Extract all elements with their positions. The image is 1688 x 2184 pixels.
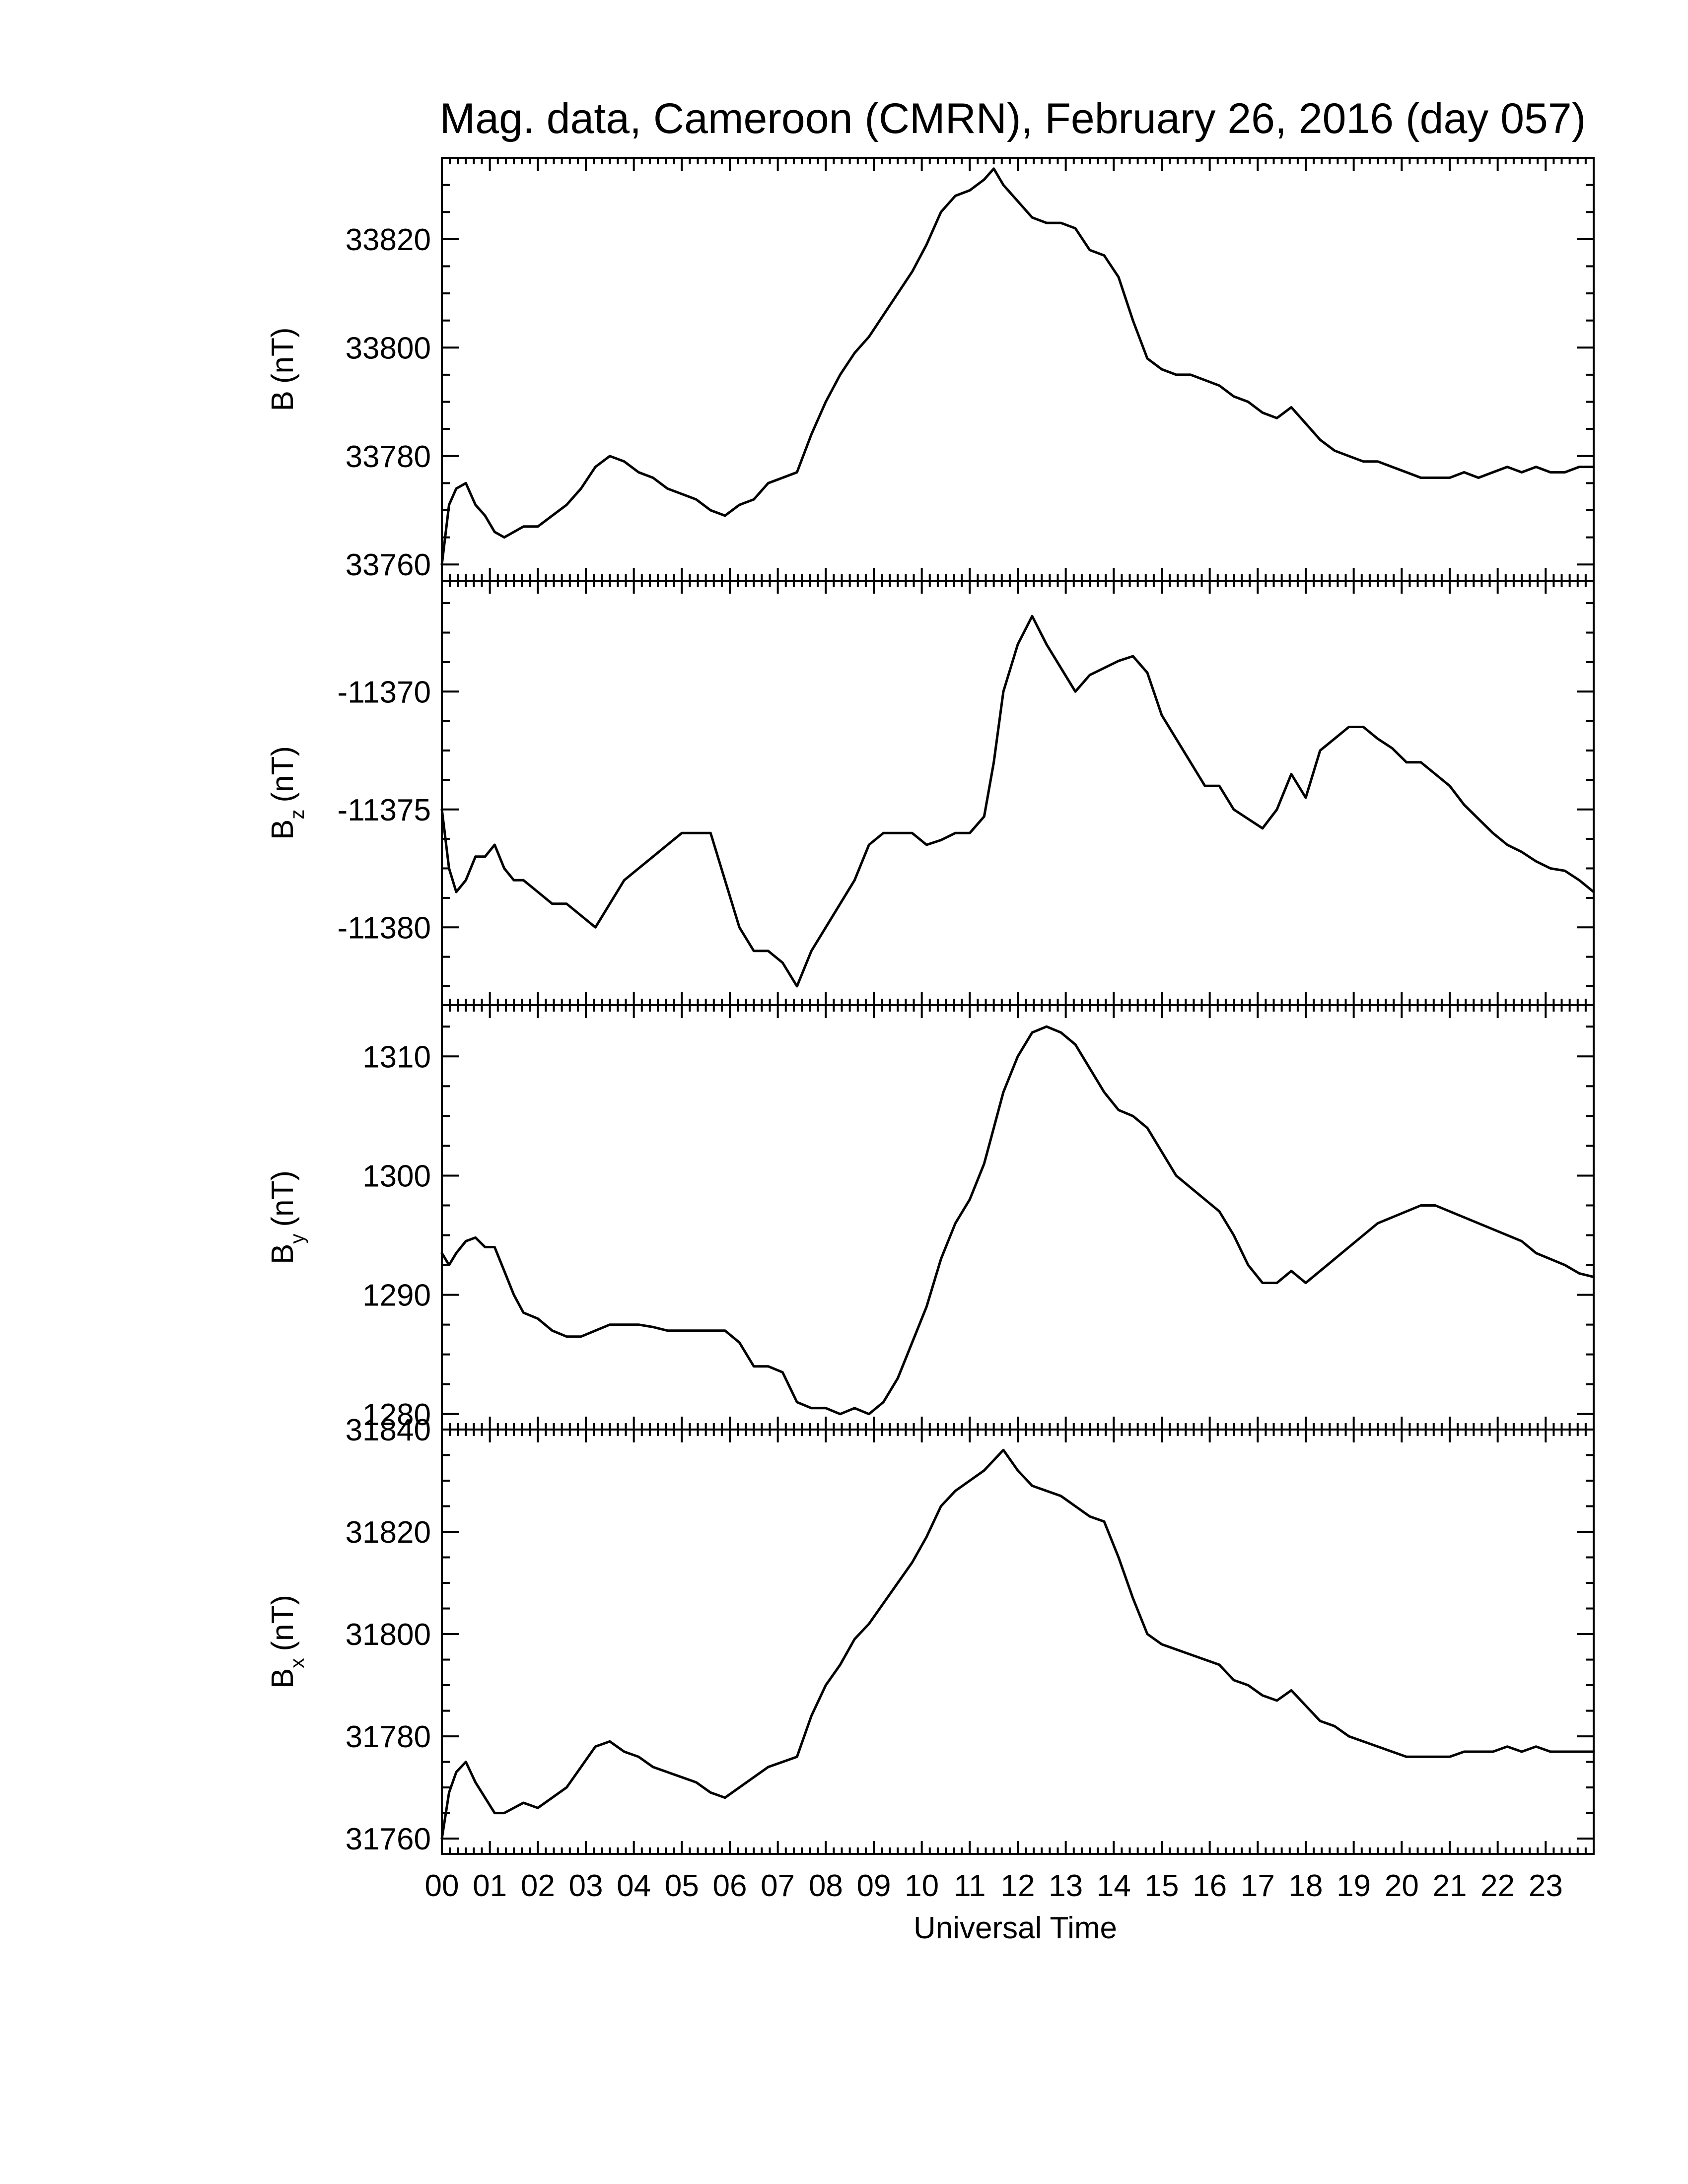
x-tick-label: 03 — [569, 1869, 603, 1903]
y-tick-label: 33800 — [346, 331, 431, 365]
y-tick-label: 31820 — [346, 1515, 431, 1550]
y-axis-label-main: B — [266, 1668, 300, 1689]
x-tick-label: 10 — [905, 1869, 939, 1903]
x-tick-label: 02 — [521, 1869, 555, 1903]
x-tick-label: 16 — [1193, 1869, 1227, 1903]
y-tick-label: -11375 — [338, 793, 431, 827]
y-tick-label: -11380 — [338, 911, 431, 945]
x-tick-label: 08 — [809, 1869, 843, 1903]
panel-Bz: -11370 -11375 -11380 Bz (nT) — [266, 580, 1595, 1006]
x-tick-label: 22 — [1480, 1869, 1515, 1903]
y-tick-label: 1300 — [362, 1159, 431, 1193]
y-axis-label-By: By (nT) — [266, 1170, 308, 1264]
y-tick-label: -11370 — [338, 675, 431, 709]
panel-By: 1280 1290 1300 1310 By (nT) — [266, 1004, 1595, 1432]
y-axis-label-subscript: x — [286, 1658, 308, 1668]
y-axis-label-subscript: z — [286, 810, 308, 819]
y-tick-label: 33780 — [346, 440, 431, 474]
y-tick-label: 31840 — [346, 1413, 431, 1447]
y-tick-label: 31800 — [346, 1618, 431, 1652]
y-tick-label: 33760 — [346, 548, 431, 582]
plot-frame-Bx — [441, 1429, 1595, 1855]
x-tick-label: 12 — [1001, 1869, 1035, 1903]
x-tick-label: 23 — [1529, 1869, 1563, 1903]
plot-frame-B — [441, 157, 1595, 582]
x-tick-label: 13 — [1049, 1869, 1083, 1903]
x-tick-label: 01 — [473, 1869, 507, 1903]
x-tick-label: 04 — [617, 1869, 651, 1903]
panels: 33760337803380033820B(nT)-11370-11375-11… — [266, 157, 1595, 1856]
x-tick-label: 11 — [954, 1869, 985, 1903]
x-tick-label: 18 — [1289, 1869, 1323, 1903]
y-axis-label-Bx: Bx (nT) — [266, 1595, 308, 1689]
y-tick-label: 31780 — [346, 1720, 431, 1754]
y-axis-label-Bz: Bz (nT) — [266, 746, 308, 840]
y-axis-label-main: B — [266, 391, 300, 411]
x-tick-label: 00 — [425, 1869, 459, 1903]
y-axis-label-unit: (nT) — [266, 1595, 300, 1651]
series-line-Bx — [440, 1448, 1595, 1840]
plot-frame-By — [441, 1004, 1595, 1431]
x-tick-label: 05 — [665, 1869, 699, 1903]
x-tick-label: 17 — [1241, 1869, 1275, 1903]
y-axis-label-main: B — [266, 1244, 300, 1264]
x-tick-label: 15 — [1145, 1869, 1179, 1903]
x-tick-label: 07 — [761, 1869, 795, 1903]
y-axis-label-unit: (nT) — [266, 327, 300, 384]
series-line-B — [440, 167, 1595, 566]
x-axis-label: Universal Time — [914, 1911, 1117, 1945]
x-tick-label: 21 — [1433, 1869, 1467, 1903]
y-tick-label: 33820 — [346, 223, 431, 257]
x-axis-tick-labels: 00 01 02 03 04 05 06 07 08 09 10 11 12 13 14 15 16 17 18 19… — [425, 1869, 1563, 1903]
y-axis-label-unit: (nT) — [266, 746, 300, 803]
panel-Bx: 31760 31780 31800 31820 31840 Bx (nT) — [266, 1413, 1595, 1856]
chart-title: Mag. data, Cameroon (CMRN), February 26,… — [440, 95, 1586, 142]
y-tick-label: 1310 — [362, 1040, 431, 1074]
y-tick-label: 1280 — [362, 1398, 431, 1432]
x-tick-label: 09 — [857, 1869, 891, 1903]
x-tick-label: 06 — [713, 1869, 747, 1903]
series-line-By — [440, 1025, 1595, 1416]
x-tick-label: 20 — [1385, 1869, 1419, 1903]
x-tick-label: 14 — [1097, 1869, 1131, 1903]
y-axis-label-B: B (nT) — [266, 327, 300, 411]
y-tick-label: 31760 — [346, 1822, 431, 1856]
y-axis-label-main: B — [266, 819, 300, 840]
series-line-Bz — [440, 614, 1595, 988]
y-axis-label-unit: (nT) — [266, 1170, 300, 1227]
panel-B: 33760 33780 33800 33820 B (nT) — [266, 157, 1595, 582]
y-tick-label: 1290 — [362, 1279, 431, 1313]
x-tick-label: 19 — [1336, 1869, 1371, 1903]
y-axis-label-subscript: y — [286, 1234, 308, 1244]
